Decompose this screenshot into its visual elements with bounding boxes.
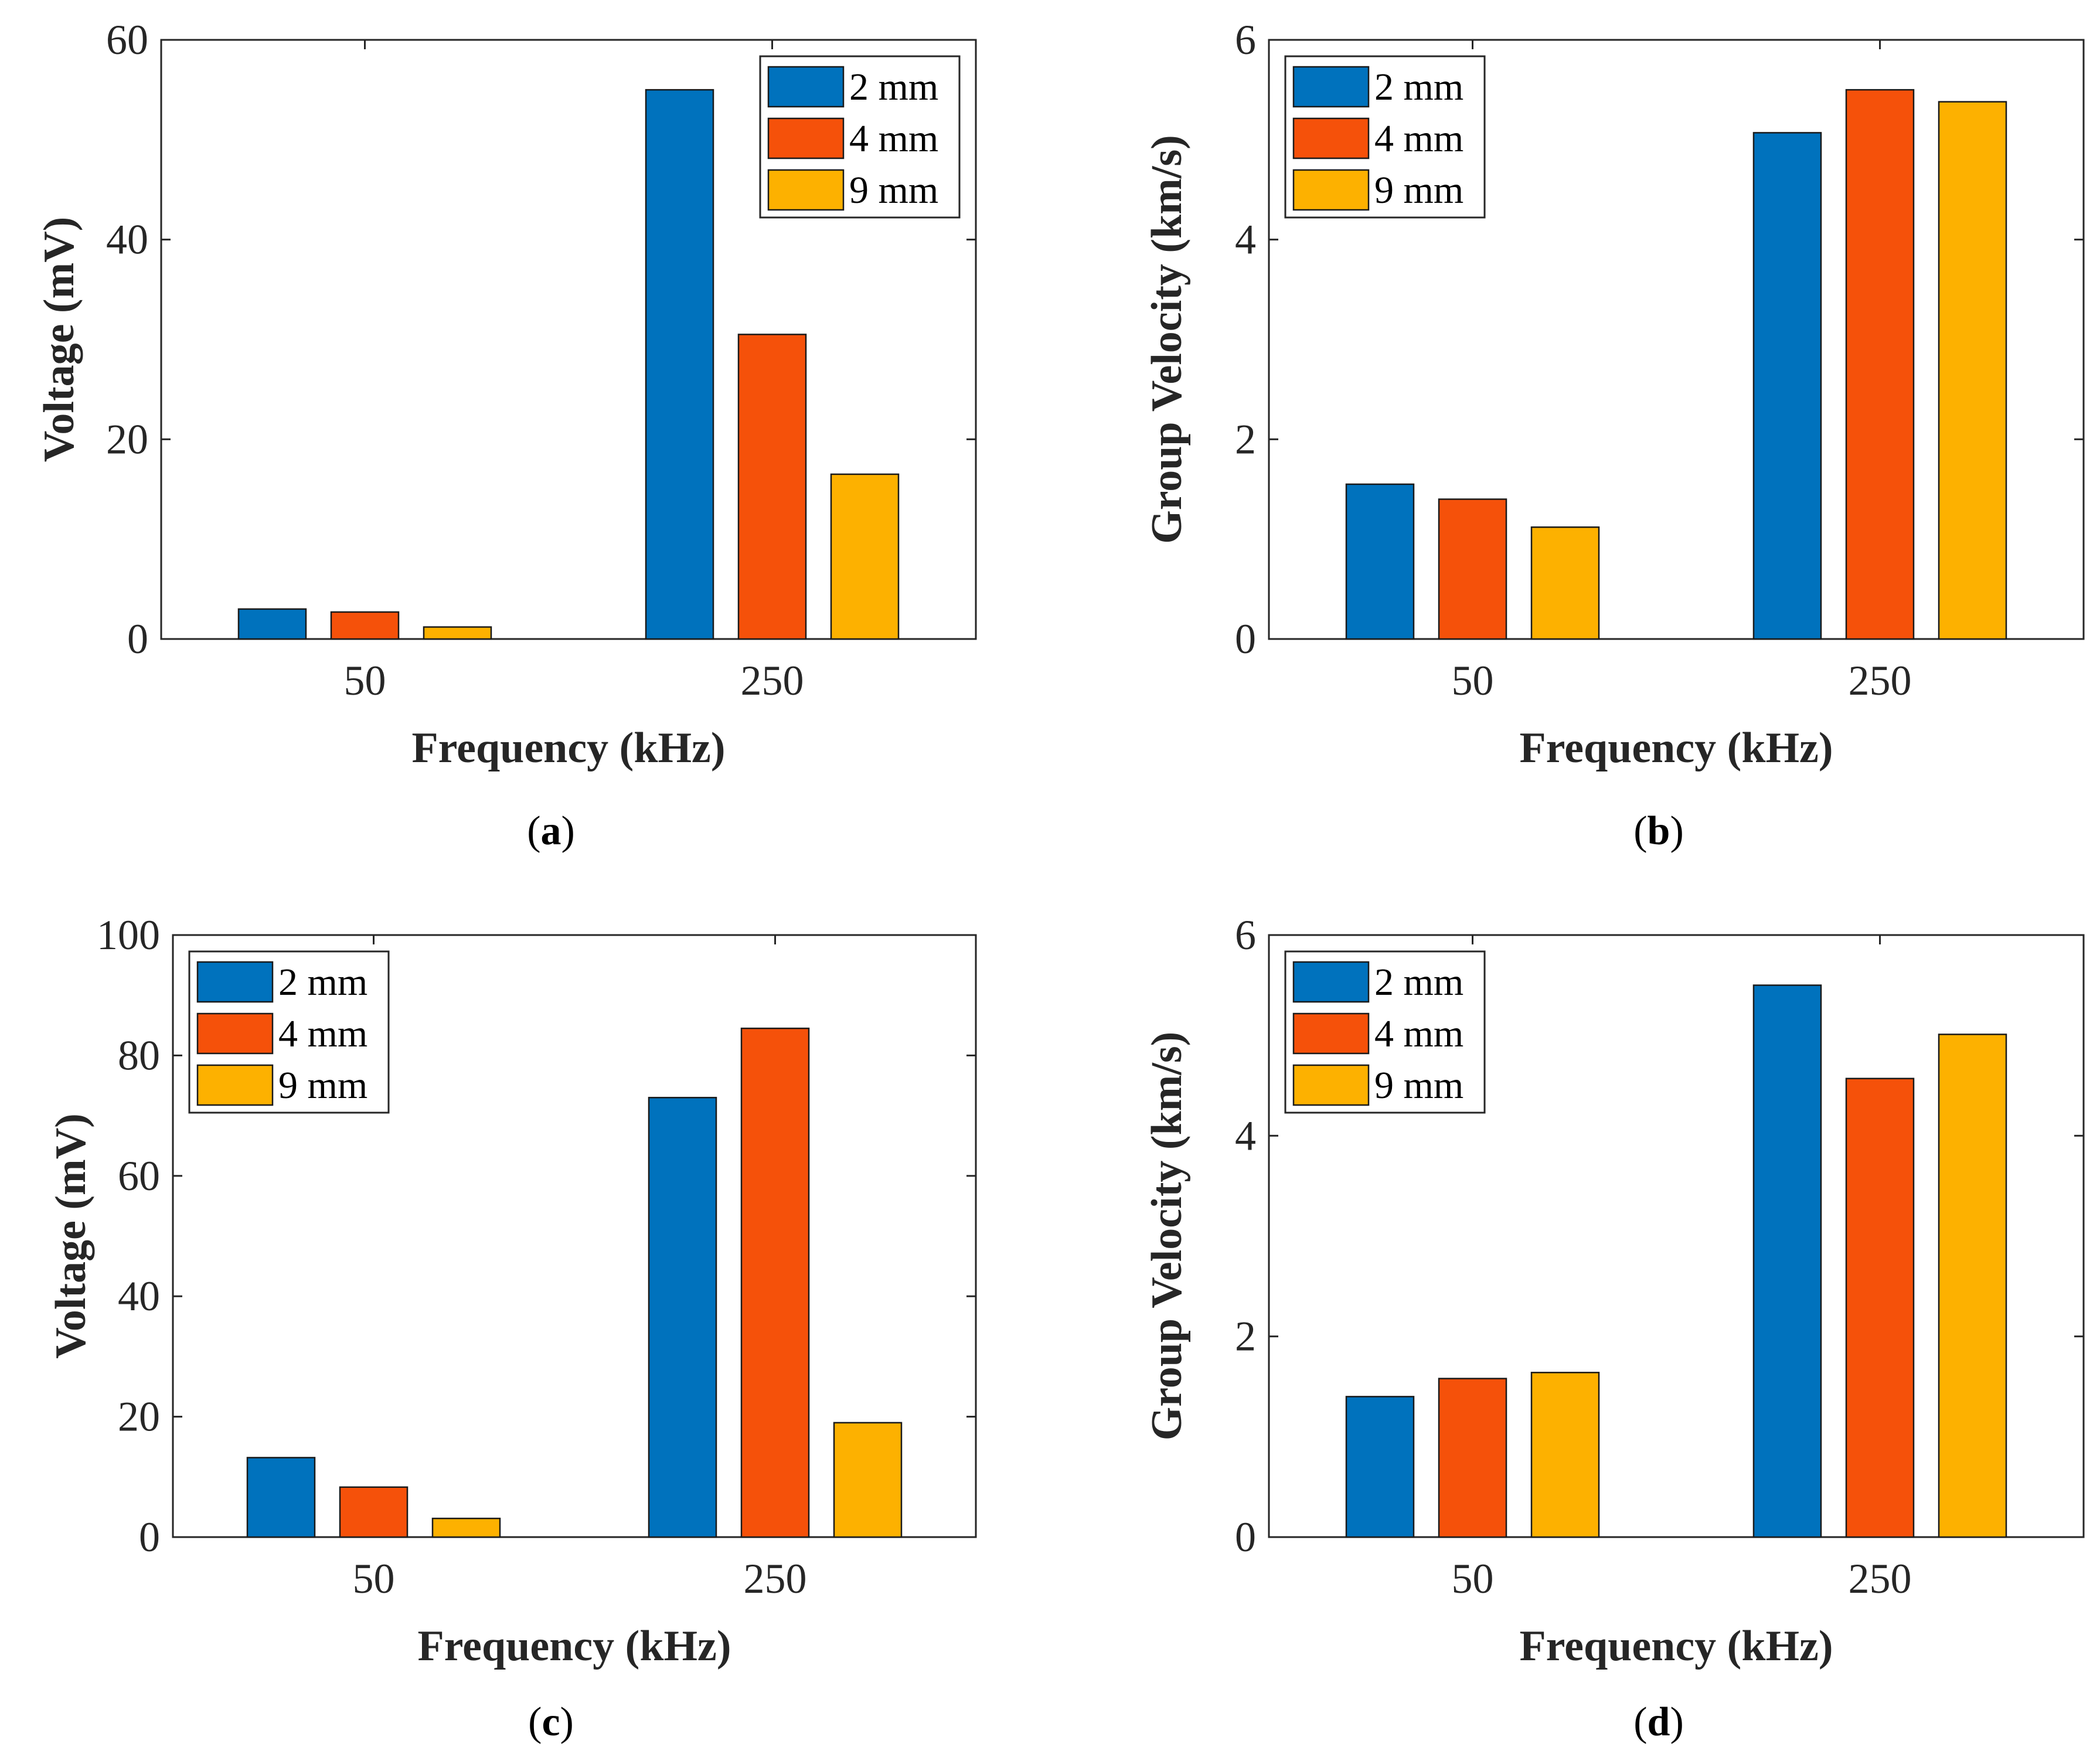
panel-label: (a) [527,808,575,854]
legend-entry-label: 9 mm [1374,1064,1463,1107]
legend-entry-label: 4 mm [849,117,938,160]
y-tick-label: 2 [1235,1313,1256,1360]
legend-entry-label: 2 mm [1374,66,1463,108]
y-tick-label: 6 [1235,16,1256,63]
y-axis-title: Group Velocity (km/s) [1143,1032,1191,1441]
legend-entry-label: 9 mm [1374,169,1463,212]
legend: 2 mm 4 mm 9 mm [1284,950,1486,1114]
x-tick-label: 50 [353,1555,395,1602]
x-tick-label: 50 [1452,1555,1494,1602]
bar-9mm-250 [830,473,900,640]
y-tick-label: 60 [118,1153,160,1199]
legend-swatch [1292,1012,1370,1055]
y-tick-label: 40 [106,216,148,263]
y-tick-label: 100 [97,912,160,958]
y-tick-label: 0 [1235,1514,1256,1561]
y-axis-title: Voltage (mV) [47,1113,95,1359]
bar-2mm-250 [648,1097,717,1538]
y-tick-label: 20 [118,1393,160,1440]
chart-panel-c: 0 20 40 60 80 100 50 250 Frequency (kHz) Voltage … [47,912,977,1745]
panel-label: (d) [1633,1699,1684,1745]
bar-4mm-250 [1845,89,1915,640]
y-tick-label: 2 [1235,416,1256,463]
bar-9mm-50 [431,1517,501,1538]
panel-label: (c) [528,1699,574,1745]
bar-9mm-250 [1938,101,2007,640]
panel-label: (b) [1633,808,1684,854]
legend-swatch [1292,961,1370,1003]
legend-entry-label: 4 mm [278,1012,367,1055]
y-axis-title: Voltage (mV) [35,217,83,463]
legend-entry-label: 2 mm [1374,961,1463,1004]
bar-2mm-250 [1752,984,1822,1538]
chart-panel-d: 0 2 4 6 50 250 Frequency (kHz) Group Velocity (… [1143,912,2085,1745]
legend-swatch [1292,169,1370,211]
chart-panel-b: 0 2 4 6 50 250 Frequency (kHz) Group Velocity (… [1143,16,2085,854]
legend-swatch [767,169,845,211]
bar-9mm-250 [833,1422,903,1538]
x-tick-label: 250 [744,1555,807,1602]
legend-swatch [767,66,845,108]
y-tick-label: 80 [118,1032,160,1079]
y-tick-label: 0 [139,1514,160,1561]
bar-4mm-250 [740,1027,810,1538]
legend: 2 mm 4 mm 9 mm [759,55,961,219]
y-tick-label: 60 [106,16,148,63]
bar-4mm-50 [330,611,400,640]
legend-swatch [1292,117,1370,159]
bar-4mm-50 [1438,1378,1507,1538]
bar-2mm-50 [1345,1396,1415,1538]
y-tick-label: 40 [118,1273,160,1320]
y-tick-label: 4 [1235,1112,1256,1159]
bar-4mm-50 [1438,498,1507,640]
legend-entry-label: 4 mm [1374,117,1463,160]
chart-panel-a: 0 20 40 60 50 250 Frequency (kHz) Voltage (mV) 2… [35,16,977,854]
bar-2mm-50 [237,608,307,640]
x-tick-label: 50 [1452,657,1494,704]
legend: 2 mm 4 mm 9 mm [188,950,390,1114]
x-axis-title: Frequency (kHz) [417,1622,731,1670]
bar-2mm-50 [1345,483,1415,640]
y-tick-label: 0 [1235,616,1256,662]
x-axis-title: Frequency (kHz) [1519,724,1833,772]
legend-entry-label: 9 mm [278,1064,367,1107]
bar-9mm-50 [423,626,492,640]
bar-4mm-250 [1845,1077,1915,1538]
y-tick-label: 4 [1235,216,1256,263]
legend-swatch [196,1012,274,1055]
legend-swatch [196,961,274,1003]
legend-swatch [196,1064,274,1106]
legend-swatch [767,117,845,159]
x-axis-title: Frequency (kHz) [411,724,725,772]
y-tick-label: 20 [106,416,148,463]
x-axis-title: Frequency (kHz) [1519,1622,1833,1670]
bar-9mm-50 [1530,526,1600,640]
bar-2mm-250 [645,89,714,640]
x-tick-label: 250 [741,657,804,704]
legend-entry-label: 2 mm [278,961,367,1004]
bar-4mm-250 [737,334,807,640]
legend-swatch [1292,1064,1370,1106]
bar-9mm-50 [1530,1372,1600,1538]
x-tick-label: 50 [344,657,386,704]
legend-entry-label: 2 mm [849,66,938,108]
y-tick-label: 6 [1235,912,1256,958]
legend-entry-label: 4 mm [1374,1012,1463,1055]
bar-2mm-250 [1752,132,1822,640]
legend-swatch [1292,66,1370,108]
x-tick-label: 250 [1849,657,1912,704]
bar-9mm-250 [1938,1034,2007,1538]
y-tick-label: 0 [127,616,148,662]
legend: 2 mm 4 mm 9 mm [1284,55,1486,219]
x-tick-label: 250 [1849,1555,1912,1602]
bar-2mm-50 [246,1457,316,1538]
bar-4mm-50 [339,1486,409,1538]
y-axis-title: Group Velocity (km/s) [1143,135,1191,544]
legend-entry-label: 9 mm [849,169,938,212]
